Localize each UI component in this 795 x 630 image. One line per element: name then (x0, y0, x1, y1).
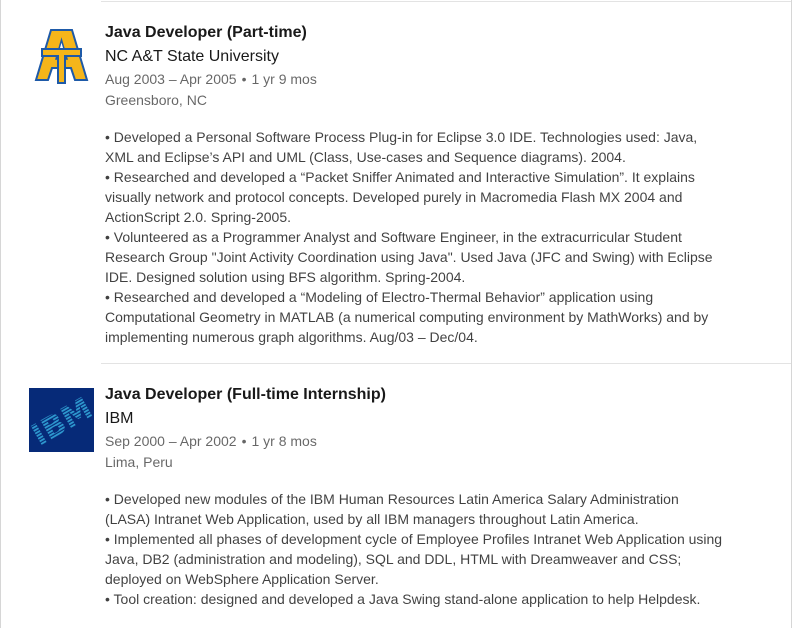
experience-content: Java Developer (Full-time Internship) IB… (105, 385, 725, 609)
description-bullet: • Implemented all phases of development … (105, 531, 723, 587)
description-bullet: • Researched and developed a “Packet Sni… (105, 169, 695, 225)
description-bullet: • Developed a Personal Software Process … (105, 129, 698, 165)
description-bullet: • Tool creation: designed and developed … (105, 591, 701, 607)
description-bullet: • Volunteered as a Programmer Analyst an… (105, 229, 713, 285)
job-description: • Developed a Personal Software Process … (105, 127, 725, 347)
experience-item[interactable]: Java Developer (Part-time) NC A&T State … (1, 0, 793, 360)
duration: 1 yr 8 mos (251, 433, 317, 449)
date-range: Aug 2003 – Apr 2005 (105, 71, 237, 87)
bullet-separator: • (241, 71, 247, 87)
ncat-logo-icon[interactable] (29, 26, 94, 90)
location: Lima, Peru (105, 454, 173, 470)
experience-content: Java Developer (Part-time) NC A&T State … (105, 23, 725, 347)
location: Greensboro, NC (105, 92, 207, 108)
company-name[interactable]: NC A&T State University (105, 48, 279, 65)
entry-divider (101, 363, 791, 364)
ibm-logo-graphic: IBM (26, 388, 99, 453)
company-name[interactable]: IBM (105, 410, 134, 427)
top-divider (101, 1, 791, 2)
ibm-logo-icon[interactable]: IBM (26, 388, 99, 453)
job-title[interactable]: Java Developer (Part-time) (105, 24, 307, 41)
bullet-separator: • (241, 433, 247, 449)
date-line: Aug 2003 – Apr 2005 • 1 yr 9 mos (105, 70, 725, 89)
description-bullet: • Developed new modules of the IBM Human… (105, 491, 679, 527)
job-title[interactable]: Java Developer (Full-time Internship) (105, 386, 386, 403)
description-bullet: • Researched and developed a “Modeling o… (105, 289, 709, 345)
duration: 1 yr 9 mos (251, 71, 317, 87)
job-description: • Developed new modules of the IBM Human… (105, 489, 725, 609)
date-range: Sep 2000 – Apr 2002 (105, 433, 237, 449)
date-line: Sep 2000 – Apr 2002 • 1 yr 8 mos (105, 432, 725, 451)
experience-item[interactable]: IBM Java Developer (Full-time Internship… (1, 360, 793, 630)
